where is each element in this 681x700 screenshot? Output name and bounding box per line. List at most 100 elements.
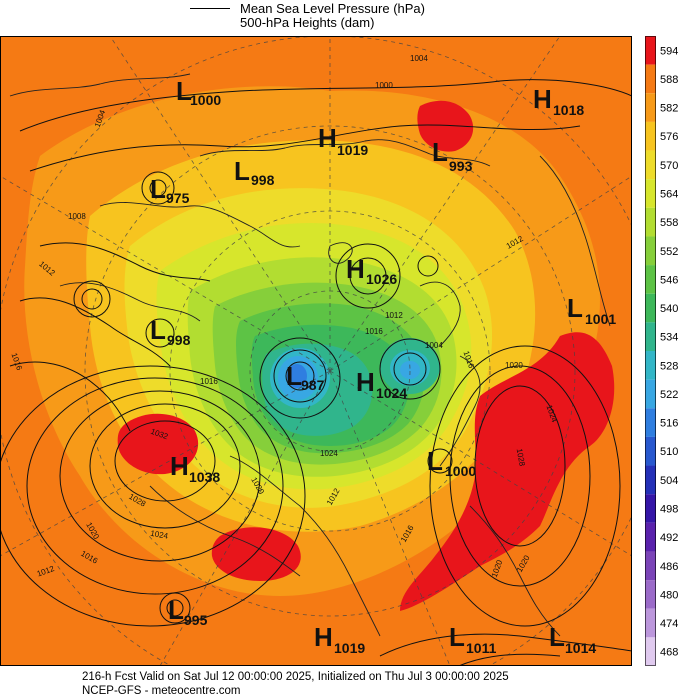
color-scale-label: 588 bbox=[660, 74, 678, 86]
height-color-scale: 594 588 582 576 570 564 558 552 546 540 534 528 522 5… bbox=[645, 36, 678, 666]
color-scale-border bbox=[645, 36, 656, 666]
color-scale-swatch bbox=[645, 351, 656, 380]
system-value: 1011 bbox=[466, 640, 497, 656]
source-credit-line: NCEP-GFS - meteocentre.com bbox=[82, 685, 241, 697]
isobar-label: 1012 bbox=[385, 311, 403, 320]
system-value: 998 bbox=[251, 172, 275, 188]
system-value: 1014 bbox=[565, 640, 596, 656]
legend-label-pressure: Mean Sea Level Pressure (hPa) bbox=[240, 0, 425, 16]
system-letter: L bbox=[150, 315, 166, 345]
low-system: L 1011 bbox=[449, 622, 497, 656]
color-scale-labels: 594 588 582 576 570 564 558 552 546 540 534 528 522 5… bbox=[660, 45, 678, 658]
isobar-label: 1024 bbox=[320, 449, 338, 458]
system-letter: L bbox=[549, 622, 565, 652]
system-letter: H bbox=[170, 451, 189, 481]
color-scale-swatch bbox=[645, 436, 656, 466]
color-scale-swatch bbox=[645, 293, 656, 323]
system-value: 1000 bbox=[445, 463, 476, 479]
system-value: 1038 bbox=[189, 469, 220, 485]
system-letter: L bbox=[449, 622, 465, 652]
system-letter: L bbox=[432, 137, 448, 167]
system-value: 1019 bbox=[337, 142, 368, 158]
color-scale-label: 570 bbox=[660, 160, 678, 172]
color-scale-label: 510 bbox=[660, 446, 678, 458]
system-letter: H bbox=[346, 254, 365, 284]
color-scale-label: 528 bbox=[660, 360, 678, 372]
height-field-516 bbox=[287, 364, 307, 388]
low-system: L 1014 bbox=[549, 622, 596, 656]
high-system: H 1018 bbox=[533, 84, 584, 118]
color-scale-swatch bbox=[645, 494, 656, 523]
color-scale-swatch bbox=[645, 265, 656, 294]
map-footer: 216-h Fcst Valid on Sat Jul 12 00:00:00 … bbox=[82, 670, 509, 698]
isobar-label: 1016 bbox=[365, 327, 383, 336]
color-scale-swatch bbox=[645, 580, 656, 609]
legend-line-sample bbox=[190, 7, 230, 9]
system-value: 998 bbox=[167, 332, 191, 348]
color-scale-label: 516 bbox=[660, 418, 678, 430]
isobar-label: 1024 bbox=[150, 529, 170, 541]
color-scale-swatch bbox=[645, 36, 656, 65]
system-value: 1026 bbox=[366, 271, 397, 287]
system-value: 1019 bbox=[334, 640, 365, 656]
color-scale-swatch bbox=[645, 637, 656, 666]
color-scale-swatches bbox=[645, 36, 656, 666]
color-scale-label: 552 bbox=[660, 246, 678, 258]
color-scale-label: 468 bbox=[660, 647, 678, 659]
weather-map: 1004 1000 1004 1008 1012 1016 1012 1012 … bbox=[0, 36, 632, 666]
height-field-594-pacific bbox=[117, 413, 199, 475]
map-border bbox=[0, 36, 632, 666]
color-scale-label: 504 bbox=[660, 475, 678, 487]
high-system: H 1019 bbox=[318, 123, 368, 158]
color-scale-swatch bbox=[645, 522, 656, 552]
map-legend: Mean Sea Level Pressure (hPa) 500-hPa He… bbox=[190, 0, 490, 34]
low-system: L 987 bbox=[286, 361, 325, 393]
lat-lon-grid bbox=[0, 36, 632, 666]
system-letter: L bbox=[150, 174, 166, 204]
color-scale-swatch bbox=[645, 465, 656, 495]
legend-row-pressure: Mean Sea Level Pressure (hPa) bbox=[190, 0, 425, 16]
isobar-label: 1008 bbox=[68, 212, 86, 221]
high-system: H 1038 bbox=[170, 451, 220, 485]
high-system: H 1026 bbox=[346, 254, 397, 287]
color-scale-label: 594 bbox=[660, 45, 678, 57]
system-letter: H bbox=[318, 123, 337, 153]
color-scale-swatch bbox=[645, 408, 656, 437]
height-field-594-west bbox=[211, 527, 301, 581]
system-value: 987 bbox=[301, 377, 325, 393]
low-system: L 1000 bbox=[176, 76, 221, 108]
pressure-systems: L 1000 H 1019 L 993 H 1018 L 998 L 975 bbox=[150, 76, 616, 656]
color-scale-label: 540 bbox=[660, 303, 678, 315]
low-system: L 975 bbox=[150, 174, 190, 206]
high-system: H 1019 bbox=[314, 622, 365, 656]
isobar-label: 1020 bbox=[505, 361, 523, 370]
color-scale-label: 564 bbox=[660, 189, 678, 201]
legend-row-heights: 500-hPa Heights (dam) bbox=[240, 14, 374, 30]
height-field-522-east bbox=[400, 361, 420, 379]
color-scale-label: 474 bbox=[660, 618, 678, 630]
color-scale-swatch bbox=[645, 236, 656, 266]
low-system: L 998 bbox=[234, 156, 275, 188]
color-scale-swatch bbox=[645, 121, 656, 151]
system-letter: H bbox=[314, 622, 333, 652]
color-scale-label: 576 bbox=[660, 131, 678, 143]
color-scale-swatch bbox=[645, 608, 656, 638]
height-field-594-north bbox=[417, 100, 474, 152]
system-value: 975 bbox=[166, 190, 190, 206]
color-scale-swatch bbox=[645, 64, 656, 94]
color-scale-label: 558 bbox=[660, 217, 678, 229]
color-scale-swatch bbox=[645, 93, 656, 122]
low-system: L 993 bbox=[432, 137, 473, 174]
forecast-valid-line: 216-h Fcst Valid on Sat Jul 12 00:00:00 … bbox=[82, 671, 509, 683]
isobar-label: 1004 bbox=[425, 341, 443, 350]
high-system: H 1024 bbox=[356, 367, 407, 401]
system-letter: L bbox=[168, 595, 184, 625]
system-value: 995 bbox=[184, 612, 208, 628]
legend-label-heights: 500-hPa Heights (dam) bbox=[240, 14, 375, 30]
system-value: 1018 bbox=[553, 102, 584, 118]
system-value: 993 bbox=[449, 158, 473, 174]
system-value: 1001 bbox=[585, 311, 616, 327]
system-value: 1024 bbox=[376, 385, 407, 401]
system-letter: H bbox=[356, 367, 375, 397]
low-system: L 1001 bbox=[567, 293, 616, 327]
